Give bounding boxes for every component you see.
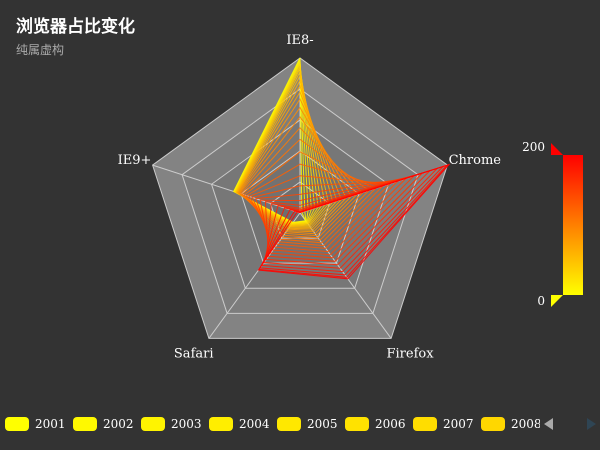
legend-label: 2002 bbox=[103, 417, 134, 431]
legend-item[interactable]: 2005 bbox=[277, 417, 338, 431]
legend-prev-page-icon[interactable] bbox=[544, 418, 553, 430]
indicator-label-4: Chrome bbox=[449, 153, 502, 168]
radar-series-2008[interactable] bbox=[235, 70, 326, 227]
indicator-label-1: IE9+ bbox=[118, 153, 152, 168]
radar-series-2016[interactable] bbox=[240, 127, 364, 239]
legend-item[interactable]: 2008 bbox=[481, 417, 540, 431]
legend-label: 2008 bbox=[511, 417, 540, 431]
visual-map-top-handle[interactable] bbox=[551, 143, 563, 155]
legend-swatch bbox=[277, 417, 301, 431]
indicator-label-3: Firefox bbox=[387, 346, 435, 361]
legend-item[interactable]: 2002 bbox=[73, 417, 134, 431]
legend-swatch bbox=[73, 417, 97, 431]
radar-series-2017[interactable] bbox=[241, 138, 370, 241]
visual-map-max-label: 200 bbox=[522, 140, 545, 154]
legend-swatch bbox=[209, 417, 233, 431]
legend-label: 2004 bbox=[239, 417, 270, 431]
radar-series-2010[interactable] bbox=[236, 79, 334, 228]
legend-swatch bbox=[5, 417, 29, 431]
radar-series-2011[interactable] bbox=[236, 84, 338, 230]
chart-subtitle: 纯属虚构 bbox=[16, 43, 65, 57]
visual-map-min-label: 0 bbox=[537, 294, 545, 308]
legend-swatch bbox=[413, 417, 437, 431]
legend-swatch bbox=[481, 417, 505, 431]
radar-series-2009[interactable] bbox=[235, 74, 330, 228]
radar-series-2030[interactable] bbox=[257, 163, 451, 280]
radar-series-group bbox=[233, 57, 451, 280]
legend-label: 2006 bbox=[375, 417, 406, 431]
legend-swatch bbox=[141, 417, 165, 431]
legend-next-page-icon[interactable] bbox=[587, 418, 596, 430]
radar-series-2015[interactable] bbox=[239, 116, 358, 237]
legend: 2001 2002 2003 2004 2005 2006 2007 2008 bbox=[0, 411, 540, 441]
chart-title: 浏览器占比变化 bbox=[16, 17, 135, 37]
radar-series-2012[interactable] bbox=[237, 90, 342, 231]
legend-label: 2003 bbox=[171, 417, 202, 431]
radar-series-2014[interactable] bbox=[238, 106, 352, 235]
legend-label: 2005 bbox=[307, 417, 338, 431]
visual-map-bottom-handle[interactable] bbox=[551, 295, 563, 307]
radar-series-2006[interactable] bbox=[234, 64, 319, 226]
visual-map[interactable]: 200 0 bbox=[522, 140, 583, 308]
radar-series-2007[interactable] bbox=[235, 67, 322, 226]
radar-series-2013[interactable] bbox=[237, 98, 347, 233]
visual-map-bar[interactable] bbox=[563, 155, 583, 295]
legend-item[interactable]: 2006 bbox=[345, 417, 406, 431]
legend-swatch bbox=[345, 417, 369, 431]
indicator-label-2: Safari bbox=[174, 346, 214, 361]
indicator-label-0: IE8- bbox=[286, 33, 313, 48]
radar-indicator-labels: IE8- IE9+ Safari Firefox Chrome bbox=[118, 33, 502, 361]
radar-spoke-2 bbox=[208, 212, 301, 339]
radar-spoke-1 bbox=[152, 164, 301, 214]
legend-item[interactable]: 2003 bbox=[141, 417, 202, 431]
legend-item[interactable]: 2001 bbox=[5, 417, 66, 431]
legend-item[interactable]: 2007 bbox=[413, 417, 474, 431]
legend-item[interactable]: 2004 bbox=[209, 417, 270, 431]
legend-label: 2001 bbox=[35, 417, 66, 431]
radar-series-2018[interactable] bbox=[243, 151, 377, 244]
legend-label: 2007 bbox=[443, 417, 474, 431]
radar-series-2005[interactable] bbox=[234, 62, 316, 225]
